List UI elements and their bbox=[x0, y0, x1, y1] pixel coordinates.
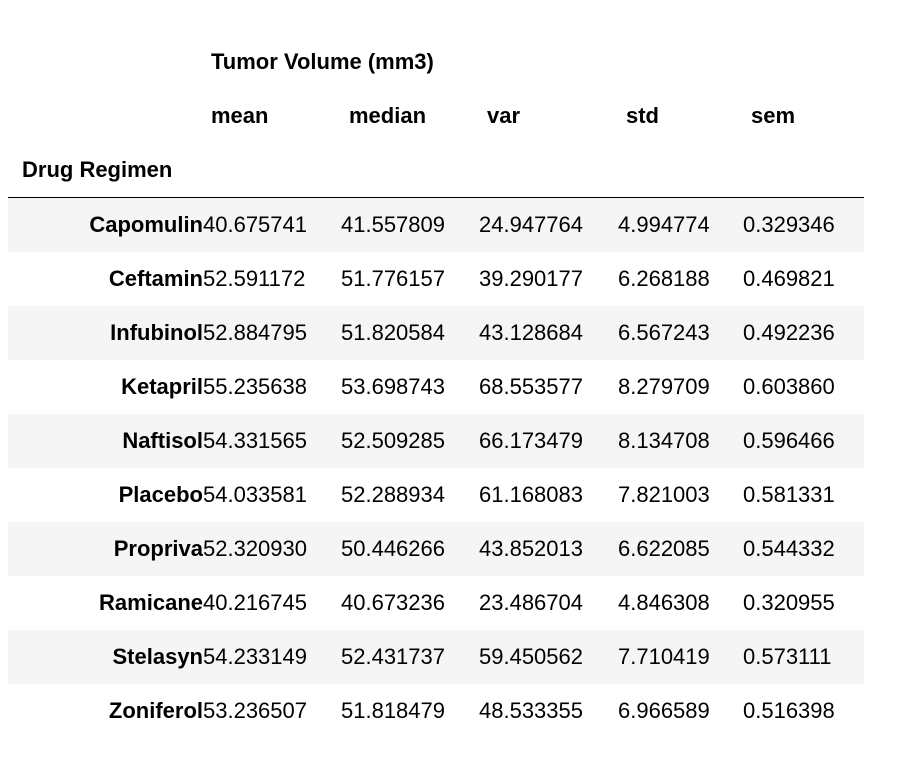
table-row: Naftisol 54.331565 52.509285 66.173479 8.134… bbox=[8, 414, 865, 468]
table-header: Tumor Volume (mm3) mean median var std s… bbox=[8, 35, 865, 198]
cell-median: 52.288934 bbox=[341, 482, 445, 507]
index-name-header: Drug Regimen bbox=[8, 143, 203, 198]
cell-median: 41.557809 bbox=[341, 212, 445, 237]
cell-mean: 54.331565 bbox=[203, 428, 307, 453]
table-row: Stelasyn 54.233149 52.431737 59.450562 7.710… bbox=[8, 630, 865, 684]
summary-stats-table-container: Tumor Volume (mm3) mean median var std s… bbox=[8, 35, 865, 738]
row-label-drug-regimen: Ketapril bbox=[121, 374, 203, 399]
cell-sem: 0.596466 bbox=[743, 428, 835, 453]
cell-sem: 0.516398 bbox=[743, 698, 835, 723]
table-row: Ramicane 40.216745 40.673236 23.486704 4.846… bbox=[8, 576, 865, 630]
table-row: Infubinol 52.884795 51.820584 43.128684 6.56… bbox=[8, 306, 865, 360]
cell-sem: 0.573111 bbox=[743, 644, 832, 669]
header-blank-cell bbox=[8, 35, 203, 89]
summary-stats-table: Tumor Volume (mm3) mean median var std s… bbox=[8, 35, 865, 738]
table-row: Capomulin 40.675741 41.557809 24.947764 4.99… bbox=[8, 197, 865, 252]
cell-var: 48.533355 bbox=[479, 698, 583, 723]
cell-var: 61.168083 bbox=[479, 482, 583, 507]
header-blank-cell bbox=[8, 89, 203, 143]
cell-mean: 40.675741 bbox=[203, 212, 307, 237]
cell-std: 4.994774 bbox=[618, 212, 710, 237]
header-blank-cell bbox=[618, 143, 743, 198]
cell-var: 66.173479 bbox=[479, 428, 583, 453]
column-group-header: Tumor Volume (mm3) bbox=[211, 49, 434, 74]
cell-mean: 52.320930 bbox=[203, 536, 307, 561]
cell-std: 6.567243 bbox=[618, 320, 710, 345]
cell-var: 59.450562 bbox=[479, 644, 583, 669]
cell-std: 6.622085 bbox=[618, 536, 710, 561]
cell-var: 23.486704 bbox=[479, 590, 583, 615]
cell-std: 8.134708 bbox=[618, 428, 710, 453]
row-label-drug-regimen: Zoniferol bbox=[108, 698, 203, 723]
cell-sem: 0.492236 bbox=[743, 320, 835, 345]
cell-mean: 52.591172 bbox=[203, 266, 306, 291]
cell-sem: 0.603860 bbox=[743, 374, 835, 399]
header-blank-cell bbox=[203, 143, 341, 198]
table-row: Propriva 52.320930 50.446266 43.852013 6.622… bbox=[8, 522, 865, 576]
row-label-drug-regimen: Propriva bbox=[113, 536, 203, 561]
cell-var: 43.128684 bbox=[479, 320, 583, 345]
cell-var: 39.290177 bbox=[479, 266, 583, 291]
cell-mean: 40.216745 bbox=[203, 590, 307, 615]
column-header-median: median bbox=[349, 103, 427, 128]
table-body: Capomulin 40.675741 41.557809 24.947764 4.99… bbox=[8, 197, 865, 738]
table-row: Ceftamin 52.591172 51.776157 39.290177 6.268… bbox=[8, 252, 865, 306]
cell-sem: 0.544332 bbox=[743, 536, 835, 561]
cell-median: 52.509285 bbox=[341, 428, 445, 453]
row-label-drug-regimen: Infubinol bbox=[110, 320, 203, 345]
column-header-mean: mean bbox=[211, 103, 269, 128]
cell-median: 51.818479 bbox=[341, 698, 445, 723]
table-row: Ketapril 55.235638 53.698743 68.553577 8.279… bbox=[8, 360, 865, 414]
cell-std: 6.268188 bbox=[618, 266, 710, 291]
header-row-columns: mean median var std sem bbox=[8, 89, 864, 143]
cell-var: 43.852013 bbox=[479, 536, 583, 561]
row-label-drug-regimen: Naftisol bbox=[122, 428, 203, 453]
cell-sem: 0.469821 bbox=[743, 266, 835, 291]
cell-median: 53.698743 bbox=[341, 374, 445, 399]
cell-median: 51.776157 bbox=[341, 266, 445, 291]
cell-mean: 52.884795 bbox=[203, 320, 307, 345]
column-header-sem: sem bbox=[751, 103, 796, 128]
header-blank-cell bbox=[341, 143, 479, 198]
cell-median: 50.446266 bbox=[341, 536, 445, 561]
row-label-drug-regimen: Stelasyn bbox=[112, 644, 204, 669]
column-header-var: var bbox=[487, 103, 521, 128]
cell-sem: 0.329346 bbox=[743, 212, 835, 237]
cell-sem: 0.581331 bbox=[743, 482, 835, 507]
row-label-drug-regimen: Ceftamin bbox=[108, 266, 203, 291]
cell-std: 7.821003 bbox=[618, 482, 710, 507]
cell-median: 52.431737 bbox=[341, 644, 445, 669]
column-header-std: std bbox=[626, 103, 659, 128]
cell-var: 24.947764 bbox=[479, 212, 583, 237]
cell-median: 51.820584 bbox=[341, 320, 445, 345]
header-row-group: Tumor Volume (mm3) bbox=[8, 35, 864, 89]
header-row-index-name: Drug Regimen bbox=[8, 143, 865, 198]
header-blank-cell bbox=[743, 143, 865, 198]
cell-std: 8.279709 bbox=[618, 374, 710, 399]
cell-mean: 54.033581 bbox=[203, 482, 307, 507]
cell-sem: 0.320955 bbox=[743, 590, 835, 615]
header-blank-cell bbox=[479, 143, 618, 198]
row-label-drug-regimen: Capomulin bbox=[89, 212, 203, 237]
cell-var: 68.553577 bbox=[479, 374, 583, 399]
table-row: Zoniferol 53.236507 51.818479 48.533355 6.96… bbox=[8, 684, 865, 738]
table-row: Placebo 54.033581 52.288934 61.168083 7.8210… bbox=[8, 468, 865, 522]
cell-mean: 55.235638 bbox=[203, 374, 307, 399]
cell-std: 7.710419 bbox=[618, 644, 710, 669]
cell-std: 4.846308 bbox=[618, 590, 710, 615]
cell-mean: 54.233149 bbox=[203, 644, 307, 669]
row-label-drug-regimen: Ramicane bbox=[99, 590, 203, 615]
row-label-drug-regimen: Placebo bbox=[118, 482, 203, 507]
cell-std: 6.966589 bbox=[618, 698, 710, 723]
cell-median: 40.673236 bbox=[341, 590, 445, 615]
cell-mean: 53.236507 bbox=[203, 698, 307, 723]
